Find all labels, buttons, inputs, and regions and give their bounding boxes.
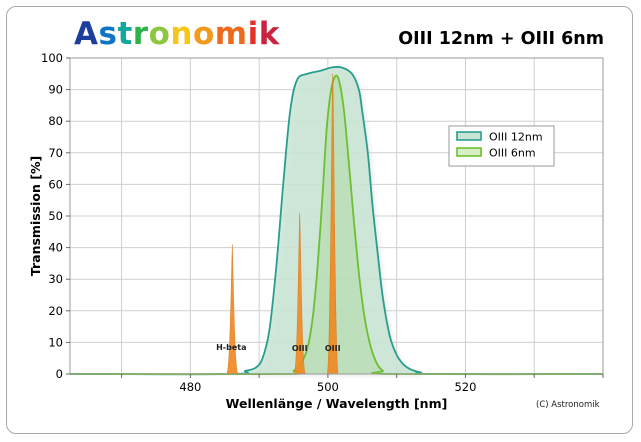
fill-oiii-6nm [70, 75, 603, 375]
y-tick-label: 30 [48, 272, 63, 286]
y-tick-label: 40 [48, 241, 63, 255]
legend-swatch [456, 147, 482, 157]
emission-label: H-beta [216, 343, 246, 352]
x-tick-label: 480 [179, 380, 201, 394]
legend-label: OIII 6nm [489, 147, 536, 160]
brand-letter: s [98, 16, 118, 52]
x-tick-label: 500 [317, 380, 339, 394]
brand-letter: o [148, 16, 171, 52]
brand-logo: Astronomik [74, 16, 280, 52]
brand-letter: r [132, 16, 149, 52]
emission-label: OIII [292, 344, 308, 353]
series-line-oiii-12nm [69, 65, 604, 376]
brand-letter: i [247, 16, 259, 52]
emission-peak [326, 73, 339, 375]
brand-letter: A [74, 16, 99, 52]
y-axis-label: Transmission [%] [28, 156, 43, 276]
fill-oiii-12nm [70, 66, 603, 375]
chart-title: OIII 12nm + OIII 6nm [398, 29, 604, 49]
legend: OIII 12nm OIII 6nm [448, 125, 555, 167]
brand-letter: t [117, 16, 133, 52]
y-tick-label: 50 [48, 209, 63, 223]
x-tick-label: 520 [454, 380, 476, 394]
curve-fills [70, 66, 603, 375]
y-tick-label: 20 [48, 304, 63, 318]
brand-letter: m [214, 16, 248, 52]
brand-letter: o [192, 16, 215, 52]
y-tick-label: 90 [48, 83, 63, 97]
emission-lines: H-beta OIII OIII [216, 73, 341, 375]
emission-peak [293, 212, 306, 375]
legend-label: OIII 12nm [489, 131, 543, 144]
legend-swatch [456, 131, 482, 141]
y-tick-label: 0 [56, 367, 63, 381]
y-tick-label: 100 [41, 51, 63, 65]
axes: 0 10 20 30 40 50 60 70 80 90 100 480 500 520 [41, 51, 604, 394]
emission-label: OIII [325, 344, 341, 353]
emission-peak [226, 244, 239, 375]
brand-letter: k [258, 16, 280, 52]
y-tick-label: 10 [48, 335, 63, 349]
y-tick-label: 60 [48, 177, 63, 191]
brand-letter: n [170, 16, 193, 52]
x-axis-label: Wellenlänge / Wavelength [nm] [226, 396, 448, 411]
y-tick-label: 80 [48, 114, 63, 128]
y-tick-label: 70 [48, 146, 63, 160]
copyright-note: (C) Astronomik [536, 400, 600, 410]
